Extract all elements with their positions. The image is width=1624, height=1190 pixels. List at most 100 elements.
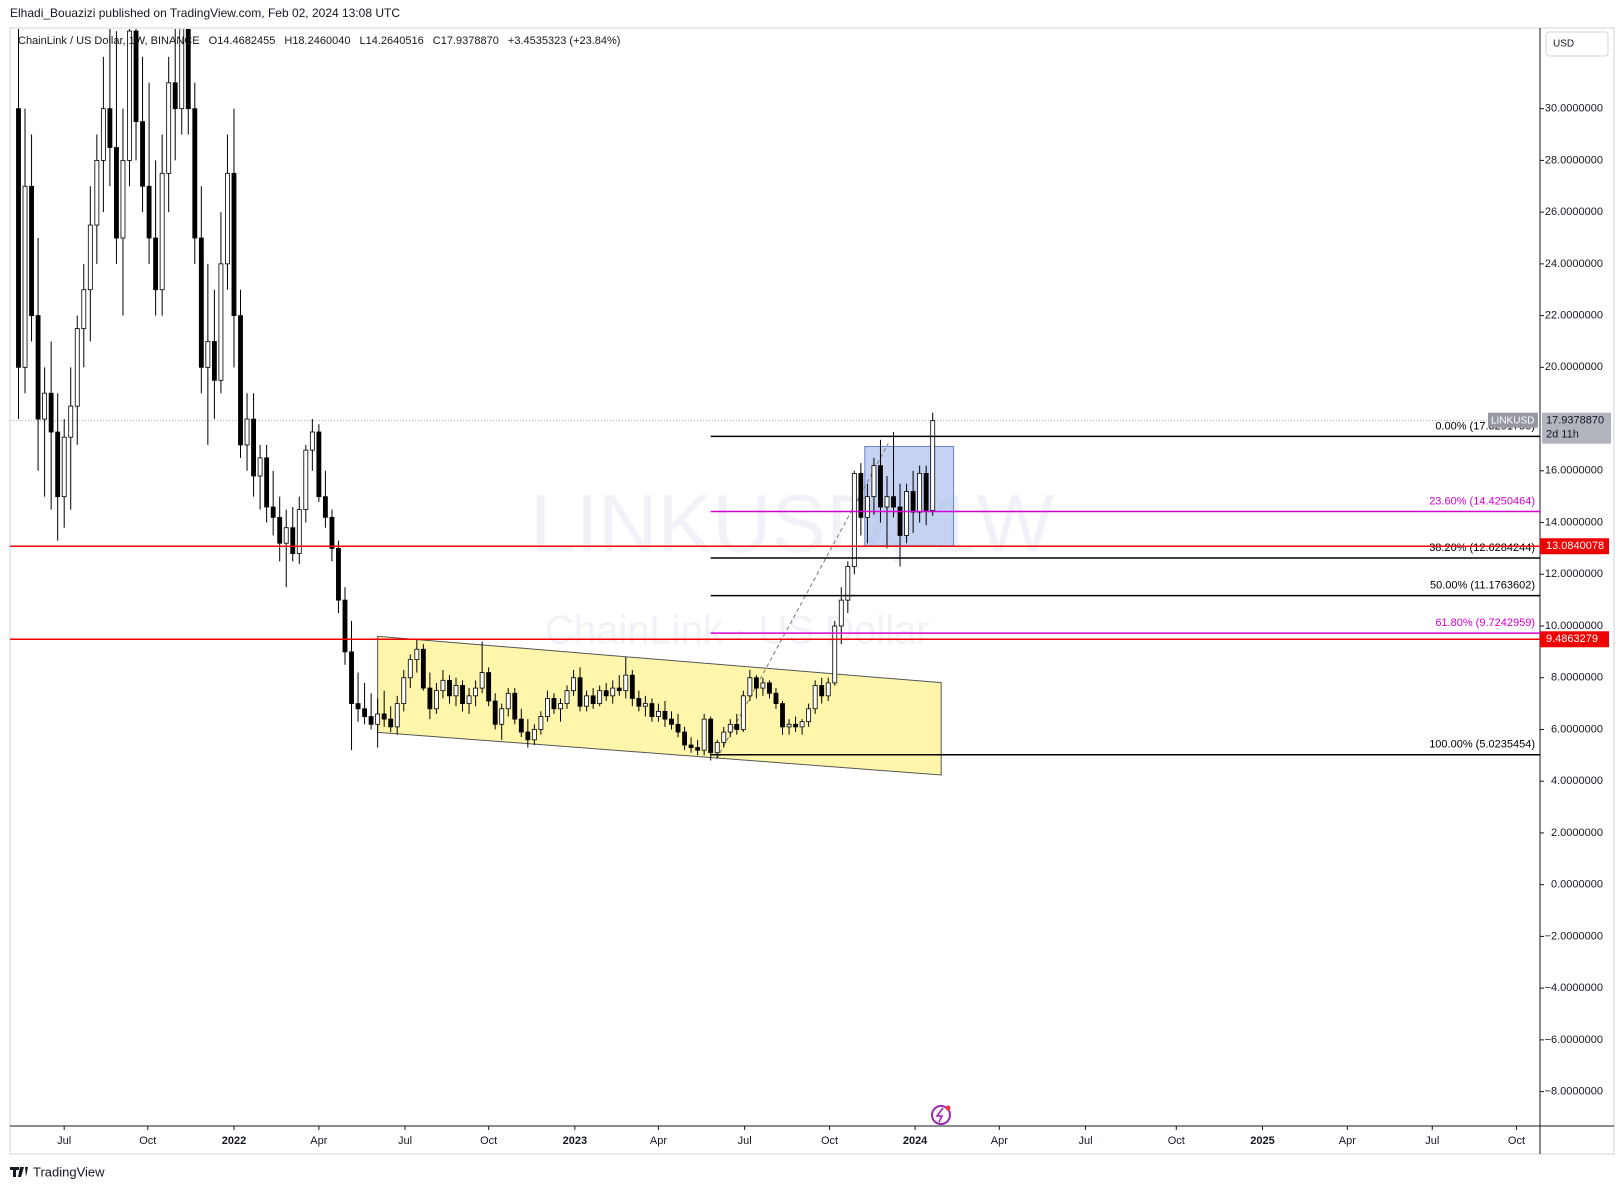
x-tick-label: 2023	[563, 1135, 587, 1147]
fib-label: 61.80% (9.7242959)	[1435, 617, 1535, 629]
candle-body	[381, 713, 387, 720]
candle-body	[394, 703, 400, 728]
y-tick-label: 0.0000000	[1551, 879, 1603, 891]
candle-body	[48, 392, 54, 433]
candle-body	[799, 721, 805, 728]
candle-body	[231, 172, 237, 317]
legend-symbol: ChainLink / US Dollar, 1W, BINANCE	[18, 35, 200, 47]
candle-body	[172, 82, 178, 110]
x-tick-label: Jul	[1425, 1135, 1439, 1147]
price-tag	[1542, 412, 1611, 444]
x-tick-label: Oct	[1508, 1135, 1525, 1147]
candle-body	[244, 418, 250, 446]
events-bolt	[935, 1107, 944, 1123]
y-tick-label: 22.0000000	[1545, 310, 1603, 322]
candle-body	[701, 718, 707, 751]
candle-body	[708, 718, 714, 754]
y-tick-label: 28.0000000	[1545, 154, 1603, 166]
candle-body	[564, 690, 570, 704]
frame	[9, 27, 1615, 1155]
y-tick-label: 6.0000000	[1551, 723, 1603, 735]
candle-body	[897, 506, 903, 536]
candle-body	[74, 328, 80, 407]
y-tick-label: 30.0000000	[1545, 103, 1603, 115]
candle-body	[910, 491, 916, 513]
candle-body	[531, 729, 537, 741]
candle-body	[35, 315, 41, 420]
candle-body	[407, 659, 413, 679]
candle-body	[329, 516, 335, 549]
candle-body	[904, 491, 910, 536]
currency[interactable]: USD	[1553, 39, 1574, 50]
candle-body	[440, 679, 446, 692]
price-tag-label: 17.9378870	[1546, 415, 1604, 427]
candle-body	[512, 692, 518, 720]
candle-body	[714, 741, 720, 754]
candle-body	[29, 185, 34, 317]
candle-body	[179, 29, 185, 110]
candle-body	[656, 710, 661, 717]
candle-body	[146, 185, 152, 239]
legend-high: H18.2460040	[284, 35, 350, 47]
candle-body	[42, 392, 48, 420]
h-line-label: 13.0840078	[1546, 540, 1604, 552]
x-tick-label: Apr	[1339, 1135, 1356, 1147]
y-tick-label: 20.0000000	[1545, 361, 1603, 373]
candle-body	[192, 108, 198, 239]
candle-body	[767, 682, 772, 694]
candle-body	[61, 436, 67, 498]
fib-label: 23.60% (14.4250464)	[1429, 495, 1535, 507]
candle-body	[734, 723, 740, 730]
y-tick-label: −8.0000000	[1545, 1086, 1603, 1098]
candle-body	[806, 708, 812, 723]
candle-body	[930, 420, 936, 511]
symbol-tag-label: LINKUSD	[1491, 415, 1534, 426]
candle-body	[283, 527, 289, 544]
candle-body	[218, 263, 224, 381]
candle-body	[891, 496, 896, 508]
x-tick-label: Oct	[1168, 1135, 1185, 1147]
candle-body	[551, 698, 557, 710]
candle-body	[257, 457, 263, 477]
candle-body	[303, 449, 309, 511]
candle-body	[427, 687, 433, 710]
candle-body	[211, 341, 217, 381]
candle-body	[845, 566, 851, 601]
candle-body	[166, 82, 172, 174]
candle-body	[780, 703, 785, 728]
x-tick-label: 2022	[222, 1135, 246, 1147]
candle-body	[590, 695, 596, 704]
candle-body	[100, 108, 106, 161]
y-tick-label: −4.0000000	[1545, 982, 1603, 994]
x-tick-label: Oct	[480, 1135, 497, 1147]
candle-body	[747, 677, 753, 697]
y-tick-label: −2.0000000	[1545, 930, 1603, 942]
events-dot	[945, 1105, 951, 1111]
x-tick-label: Oct	[821, 1135, 838, 1147]
watermark-symbol: LINKUSD, 1W	[530, 479, 1055, 570]
candle-body	[420, 648, 426, 689]
candle-body	[649, 703, 655, 717]
candle-body	[603, 690, 609, 697]
fib-label: 100.00% (5.0235454)	[1429, 739, 1535, 751]
candle-body	[133, 30, 139, 123]
candle-body	[205, 341, 211, 368]
y-tick-label: −6.0000000	[1545, 1034, 1603, 1046]
candle-body	[721, 731, 727, 743]
legend-open: O14.4682455	[209, 35, 276, 47]
symbol-tag	[1488, 412, 1538, 428]
candle-body	[571, 677, 576, 692]
candle-body	[277, 516, 283, 544]
candle-body	[362, 708, 368, 717]
candle-body	[336, 548, 341, 601]
candle-body	[290, 527, 296, 554]
candle-body	[460, 685, 465, 704]
h-line-tag	[1540, 538, 1609, 555]
candle-body	[349, 651, 354, 704]
candle-body	[864, 496, 870, 518]
h-line-tag	[1540, 631, 1609, 648]
currency-button[interactable]	[1545, 31, 1609, 57]
candle-body	[140, 121, 145, 187]
candle-body	[695, 747, 701, 751]
events-icon[interactable]	[931, 1105, 951, 1125]
